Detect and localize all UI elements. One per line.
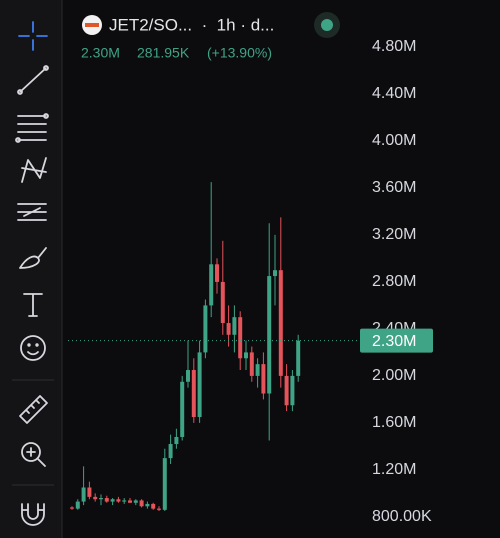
candle-body [278, 270, 283, 376]
candle-body [197, 352, 202, 418]
candle-body [162, 458, 167, 510]
candle-body [128, 500, 132, 503]
candle-body [209, 264, 214, 306]
candle-body [139, 500, 144, 507]
candle-body [122, 500, 127, 502]
text-tool[interactable] [23, 293, 43, 317]
symbol-title[interactable]: JET2/SO... · 1h · d... [109, 15, 274, 34]
candle-body [290, 375, 295, 406]
candle-body [70, 507, 74, 509]
toolbar-icons[interactable] [12, 21, 54, 526]
candle-body [255, 364, 260, 376]
candle-body [87, 487, 92, 497]
ruler-tool[interactable] [19, 395, 48, 424]
y-tick-label: 3.60M [372, 179, 416, 196]
projection-tool[interactable] [17, 203, 47, 221]
last-price-tag [360, 328, 433, 353]
candle-body [244, 352, 248, 359]
candle-body [133, 500, 138, 503]
candle-body [215, 264, 219, 282]
brush-tool[interactable] [19, 247, 47, 269]
candle-body [145, 503, 150, 507]
crosshair-tool[interactable] [18, 21, 48, 51]
y-tick-label: 4.00M [372, 132, 416, 149]
candle-body [226, 323, 231, 335]
candle-body [191, 370, 196, 418]
candle-body [220, 281, 225, 324]
y-tick-label: 4.40M [372, 85, 416, 102]
pattern-tool[interactable] [21, 157, 47, 183]
candle-body [296, 340, 301, 376]
candle-body [238, 317, 243, 359]
y-tick-label: 800.00K [372, 508, 432, 525]
price-change-percent: (+13.90%) [207, 45, 272, 61]
price-change: 281.95K [137, 45, 190, 61]
symbol-logo-mark [85, 23, 99, 27]
y-tick-label: 1.60M [372, 414, 416, 431]
candle-body [180, 381, 185, 437]
y-tick-label: 2.80M [372, 273, 416, 290]
candle-body [273, 270, 277, 277]
candle-body [174, 436, 179, 445]
candle-body [203, 305, 208, 353]
candle-body [75, 501, 80, 509]
zoom-tool[interactable] [21, 442, 46, 467]
y-tick-label: 1.20M [372, 461, 416, 478]
candle-body [249, 352, 254, 376]
candle-body [93, 496, 98, 500]
y-tick-label: 2.00M [372, 367, 416, 384]
emoji-tool[interactable] [20, 335, 46, 361]
candle-body [261, 364, 266, 394]
candle-body [110, 499, 115, 502]
trendline-tool[interactable] [17, 65, 49, 95]
candle-body [157, 508, 161, 510]
candle-body [186, 370, 190, 382]
candle-body [104, 498, 109, 502]
candle-body [232, 317, 237, 335]
candle-body [99, 498, 103, 500]
y-tick-label: 3.20M [372, 226, 416, 243]
candle-body [116, 499, 121, 502]
fib-tool[interactable] [15, 113, 49, 143]
candle-body [81, 487, 86, 502]
magnet-tool[interactable] [21, 503, 45, 526]
candle-body [168, 444, 173, 459]
status-dot [321, 19, 333, 31]
candle-body [151, 503, 156, 509]
candle-body [284, 375, 289, 406]
candle-body [267, 276, 272, 394]
last-price-tag-label: 2.30M [372, 333, 416, 350]
last-price: 2.30M [81, 45, 120, 61]
y-tick-label: 4.80M [372, 38, 416, 55]
